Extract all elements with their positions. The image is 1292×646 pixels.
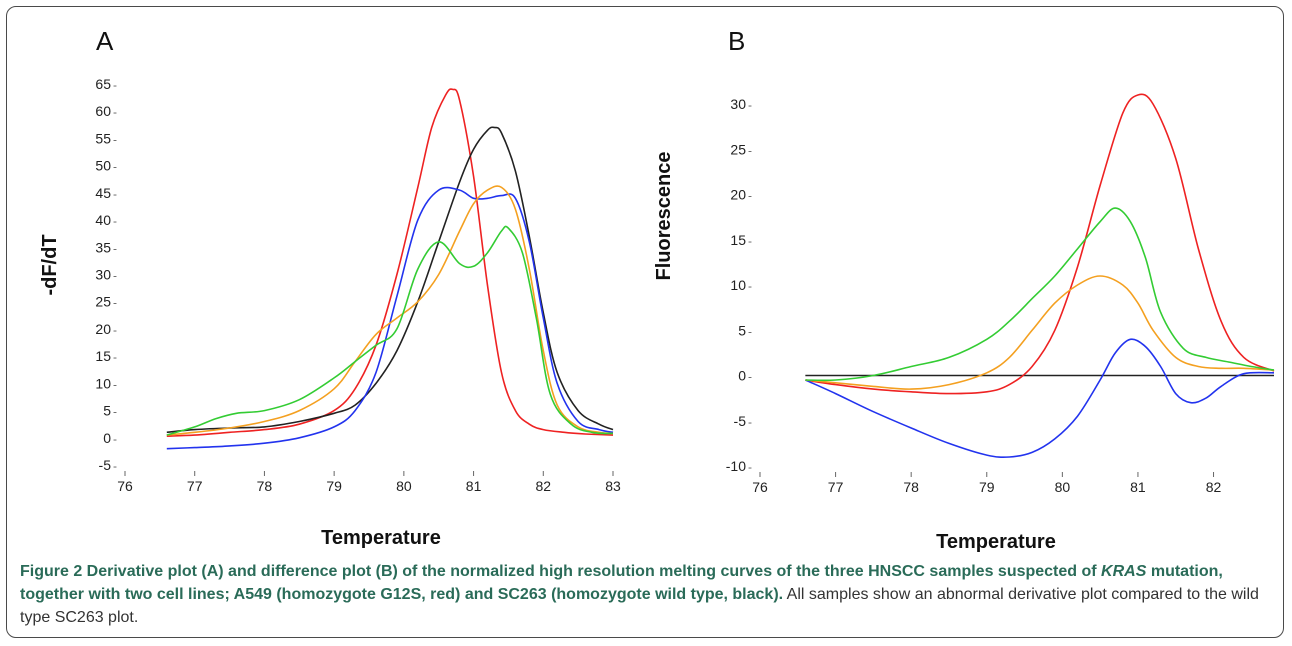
x-tick-label: 78 [257,478,273,494]
x-tick-label: 76 [752,479,768,495]
y-tick-mark: - [113,269,117,283]
x-tick-label: 79 [326,478,342,494]
y-tick-mark: - [748,460,752,474]
y-tick-label: 60 [95,103,111,119]
panel-a-ylabel: -dF/dT [39,234,61,295]
y-tick-label: -5 [99,457,112,473]
y-tick-label: 15 [95,348,111,364]
series-line-green [166,225,614,436]
panel-b: B Fluorescence Temperature -10 --5 -0 -5 -10… [653,26,1275,553]
x-tick-label: 83 [605,478,621,494]
series-line-red [805,93,1275,395]
y-tick-label: 55 [95,130,111,146]
figure-frame [6,6,1284,638]
caption-rest: All samples show an abnormal derivative … [20,586,1259,626]
y-tick-label: 15 [730,232,746,248]
series-line-red [166,88,614,437]
panel-a: A -dF/dT Temperature -5 -0 -5 -10 -15 -20 -25-… [39,26,621,549]
panel-a-xlabel: Temperature [321,527,441,549]
y-tick-label: 45 [95,185,111,201]
caption-gene: KRAS [1101,563,1147,580]
y-tick-label: 50 [95,158,111,174]
y-tick-mark: - [113,132,117,146]
y-tick-label: 20 [95,321,111,337]
y-tick-mark: - [748,415,752,429]
y-tick-mark: - [113,105,117,119]
series-line-orange [805,275,1275,390]
caption-bold-1: Derivative plot (A) and difference plot … [82,563,1102,580]
y-tick-mark: - [748,370,752,384]
panel-a-plot-area [166,88,614,450]
y-tick-label: 30 [730,96,746,112]
y-tick-label: 30 [95,267,111,283]
caption-lead: Figure 2 [20,563,83,580]
panel-b-ylabel: Fluorescence [653,152,675,281]
y-tick-mark: - [113,160,117,174]
series-line-black [166,126,614,434]
y-tick-label: 10 [95,375,111,391]
x-tick-label: 82 [535,478,551,494]
y-tick-label: 25 [95,294,111,310]
y-tick-label: -10 [726,458,746,474]
y-tick-mark: - [748,279,752,293]
panel-b-letter: B [728,26,745,56]
x-tick-label: 81 [1130,479,1146,495]
x-tick-label: 77 [828,479,844,495]
series-line-blue [805,338,1275,458]
y-tick-label: 20 [730,187,746,203]
x-tick-label: 80 [396,478,412,494]
x-tick-label: 77 [187,478,203,494]
y-tick-mark: - [113,459,117,473]
x-tick-label: 78 [903,479,919,495]
y-tick-mark: - [113,350,117,364]
series-line-green [805,207,1275,382]
y-tick-label: 65 [95,76,111,92]
y-tick-mark: - [113,187,117,201]
x-tick-label: 76 [117,478,133,494]
y-tick-label: 0 [103,430,111,446]
y-tick-label: 10 [730,277,746,293]
x-tick-label: 82 [1206,479,1222,495]
y-tick-mark: - [113,296,117,310]
y-tick-mark: - [748,234,752,248]
y-tick-label: -5 [734,413,747,429]
panel-a-axes: -5 -0 -5 -10 -15 -20 -25 -30 -35 -40 -45 -50 -55 -60-… [95,76,621,494]
y-tick-mark: - [748,324,752,338]
x-tick-label: 81 [466,478,482,494]
panel-b-xlabel: Temperature [936,531,1056,553]
panel-b-plot-area [805,93,1275,458]
y-tick-label: 35 [95,239,111,255]
series-line-blue [166,186,614,450]
y-tick-mark: - [113,377,117,391]
y-tick-mark: - [113,432,117,446]
y-tick-label: 0 [738,368,746,384]
y-tick-mark: - [748,143,752,157]
x-tick-label: 79 [979,479,995,495]
y-tick-mark: - [748,98,752,112]
y-tick-mark: - [113,78,117,92]
y-tick-mark: - [113,323,117,337]
y-tick-mark: - [748,189,752,203]
y-tick-label: 40 [95,212,111,228]
series-line-orange [166,185,614,436]
y-tick-label: 25 [730,141,746,157]
y-tick-label: 5 [738,322,746,338]
y-tick-label: 5 [103,403,111,419]
y-tick-mark: - [113,405,117,419]
x-tick-label: 80 [1055,479,1071,495]
y-tick-mark: - [113,241,117,255]
y-tick-mark: - [113,214,117,228]
caption-bold-2: mutation, together with two cell lines; … [20,563,1223,603]
figure-caption: Figure 2 Derivative plot (A) and differe… [20,560,1270,629]
panel-a-letter: A [96,26,114,56]
panel-b-axes: -10 --5 -0 -5 -10 -15 -20 -25 -30 -76 77 78 79 80 81 82 [726,96,1222,495]
